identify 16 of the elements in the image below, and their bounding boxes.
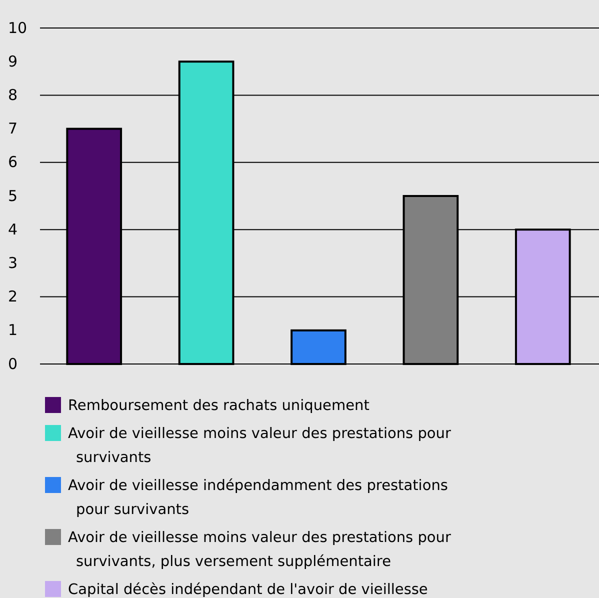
y-tick-label: 4 [8, 220, 18, 238]
legend-label: Avoir de vieillesse moins valeur des prestations pour survivants [68, 426, 451, 466]
legend-label: Remboursement des rachats uniquement [68, 398, 370, 414]
y-tick-label: 6 [8, 153, 18, 172]
legend-label: Avoir de vieillesse indépendamment des prestations pour survivants [68, 478, 448, 518]
y-tick-label: 2 [8, 288, 18, 306]
y-tick-label: 7 [8, 120, 18, 138]
y-tick-label: 3 [8, 254, 18, 272]
legend-label: Avoir de vieillesse moins valeur des prestations pour survivants, plus versement supplémentaire [68, 530, 451, 570]
y-tick-label: 10 [8, 18, 28, 37]
legend-label: Capital décès indépendant de l'avoir de vieillesse [68, 582, 428, 598]
y-tick-label: 1 [8, 321, 18, 340]
y-tick-label: 0 [8, 354, 18, 373]
y-tick-label: 5 [8, 186, 18, 205]
y-tick-label: 8 [8, 86, 18, 104]
y-tick-label: 9 [8, 52, 18, 70]
